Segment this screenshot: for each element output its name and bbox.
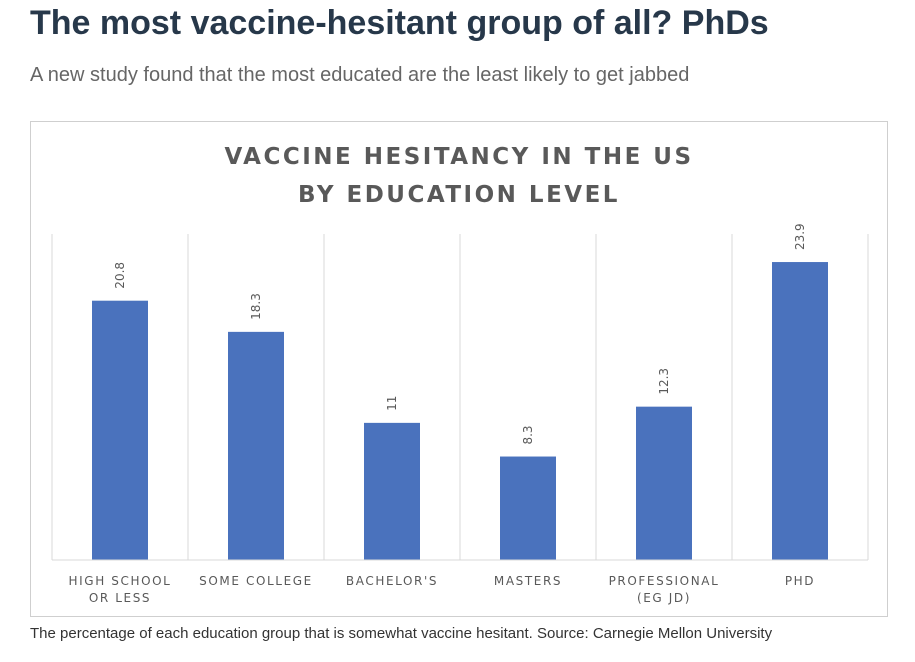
chart-title-line-2: BY EDUCATION LEVEL xyxy=(298,182,620,208)
category-label-5-line-2: (EG JD) xyxy=(637,591,691,605)
page-standfirst: A new study found that the most educated… xyxy=(30,64,690,86)
bars xyxy=(92,262,828,560)
page-headline: The most vaccine-hesitant group of all? … xyxy=(30,4,769,42)
category-labels: HIGH SCHOOL OR LESS SOME COLLEGE BACHELOR'S… xyxy=(69,574,815,605)
category-label-1-line-2: OR LESS xyxy=(89,591,151,605)
category-separators xyxy=(51,234,869,560)
value-label-4: 8.3 xyxy=(521,425,535,444)
bar-5 xyxy=(636,406,692,560)
category-label-1: HIGH SCHOOL xyxy=(69,574,172,588)
category-label-4: MASTERS xyxy=(494,574,562,588)
bar-3 xyxy=(364,422,420,560)
bar-4 xyxy=(500,456,556,560)
chart-title-line-1: VACCINE HESITANCY IN THE US xyxy=(224,144,693,170)
chart-frame xyxy=(30,121,888,617)
value-label-1: 20.8 xyxy=(113,262,127,289)
value-label-6: 23.9 xyxy=(793,223,807,250)
bar-2 xyxy=(228,331,284,560)
category-label-5: PROFESSIONAL xyxy=(609,574,720,588)
category-label-3: BACHELOR'S xyxy=(346,574,438,588)
chart-caption: The percentage of each education group t… xyxy=(30,625,773,642)
category-label-2: SOME COLLEGE xyxy=(199,574,313,588)
value-label-5: 12.3 xyxy=(657,368,671,395)
category-label-6: PHD xyxy=(785,574,815,588)
value-label-2: 18.3 xyxy=(249,293,263,320)
value-label-3: 11 xyxy=(385,396,399,411)
bar-1 xyxy=(92,300,148,560)
value-labels: 20.8 18.3 11 8.3 12.3 23.9 xyxy=(113,223,807,444)
bar-6 xyxy=(772,262,828,560)
